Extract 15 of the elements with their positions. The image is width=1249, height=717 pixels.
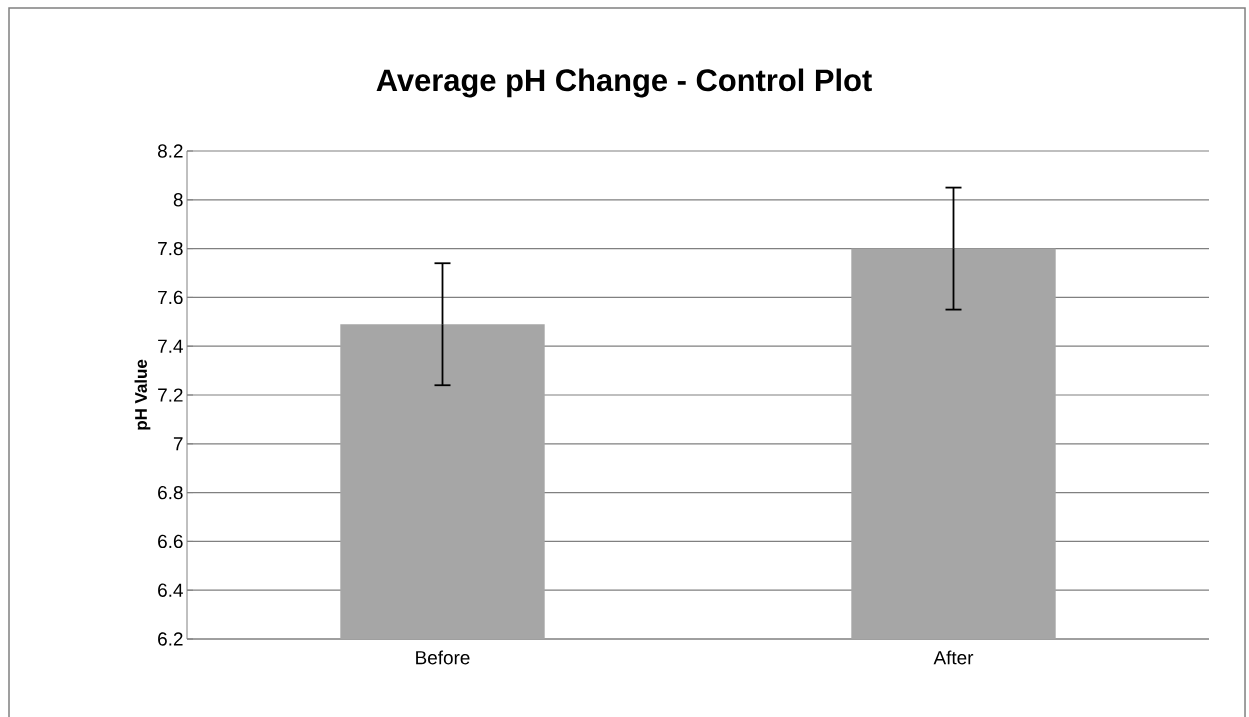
x-tick-label: Before: [416, 650, 470, 665]
y-tick-label: 6.8: [158, 485, 183, 500]
y-tick-label: 8: [173, 193, 183, 207]
y-tick-label: 8.2: [158, 144, 183, 158]
y-axis-title: pH Value: [134, 359, 151, 430]
y-tick-label: 7.4: [158, 339, 183, 353]
y-tick-label: 6.6: [158, 534, 183, 549]
chart-title: Average pH Change - Control Plot: [376, 68, 872, 98]
y-tick-label: 7.2: [158, 388, 183, 402]
y-tick-label: 7.6: [158, 290, 183, 305]
y-tick-label: 6.2: [158, 632, 183, 646]
y-tick-label: 6.4: [158, 583, 183, 597]
y-tick-label: 7: [173, 437, 183, 451]
x-tick-label: After: [933, 650, 974, 665]
y-tick-label: 7.8: [158, 241, 183, 256]
